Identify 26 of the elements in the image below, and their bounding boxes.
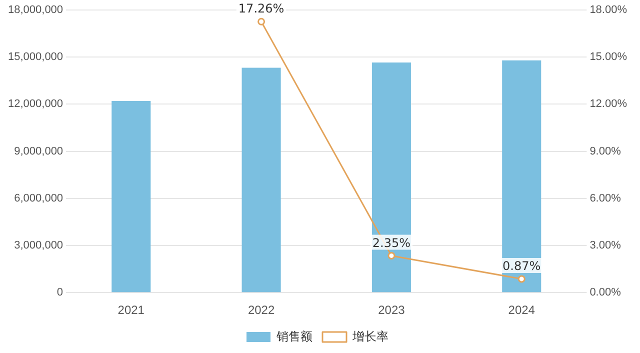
point [258, 18, 266, 26]
y2-tick-label: 18.00% [590, 4, 628, 16]
point [518, 275, 526, 283]
y-tick-label: 0 [56, 286, 64, 299]
y2-tick-label: 15.00% [590, 51, 628, 64]
x-tick-label: 2021 [118, 303, 145, 318]
y-tick-label: 3,000,000 [14, 240, 64, 252]
y2-tick-label: 3.00% [590, 240, 622, 252]
y-tick-label: 18,000,000 [8, 4, 64, 16]
point [388, 252, 396, 260]
data-label: 2.35% [372, 236, 411, 250]
y-tick-label: 9,000,000 [14, 145, 64, 158]
y2-tick-label: 0.00% [590, 286, 622, 299]
y-tick-label: 6,000,000 [14, 192, 64, 204]
legend-label: 增长率 [352, 329, 388, 344]
y-tick-label: 12,000,000 [8, 98, 64, 110]
y-tick-label: 15,000,000 [8, 51, 64, 64]
y2-tick-label: 12.00% [590, 98, 628, 110]
data-label: 17.26% [238, 2, 284, 16]
x-tick-label: 2023 [378, 303, 406, 318]
x-tick-label: 2022 [248, 303, 275, 318]
legend-label: 销售额 [276, 329, 312, 344]
data-label: 0.87% [502, 259, 541, 274]
y2-tick-label: 9.00% [590, 145, 622, 158]
x-tick-label: 2024 [508, 303, 536, 318]
y2-tick-label: 6.00% [590, 192, 622, 204]
